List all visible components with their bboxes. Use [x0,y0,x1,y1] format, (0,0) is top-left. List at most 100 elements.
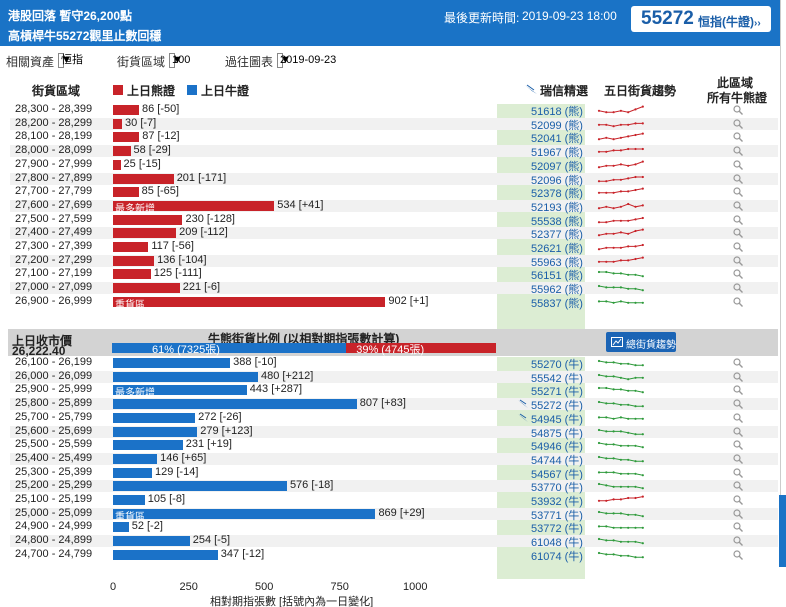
bull-bar[interactable] [113,481,287,492]
magnifier-icon[interactable] [733,105,743,115]
headline-primary[interactable]: 港股回落 暫守26,200點 [8,9,133,23]
bear-bar[interactable] [113,283,180,294]
asset-select[interactable]: 恒指 ▼ [58,53,83,68]
bear-bar[interactable] [113,173,174,184]
bull-bar[interactable] [113,495,145,505]
magnifier-icon[interactable] [733,550,743,560]
magnifier-icon[interactable] [733,495,743,505]
magnifier-icon[interactable] [733,399,743,410]
magnifier-icon[interactable] [733,119,743,129]
magnifier-icon[interactable] [733,440,743,451]
bull-bar[interactable] [113,358,231,368]
magnifier-icon[interactable] [733,201,743,211]
magnifier-icon[interactable] [733,187,743,198]
magnifier-icon[interactable] [733,522,743,533]
bull-bar[interactable] [113,426,198,437]
bear-bar[interactable] [113,118,123,129]
warrant-code-link[interactable]: 54567 (牛) [531,468,583,481]
warrant-code-link[interactable]: 54875 (牛) [531,427,583,440]
bear-bar[interactable] [113,132,140,143]
warrant-code-link[interactable]: 55272 (牛) [531,400,583,413]
warrant-code-link[interactable]: 52041 (熊) [531,133,583,146]
magnifier-icon[interactable] [733,297,743,307]
warrant-code-link[interactable]: 52377 (熊) [531,229,583,242]
warrant-code-link[interactable]: 61074 (牛) [531,550,583,563]
warrant-code-link[interactable]: 56151 (熊) [531,270,583,283]
bear-bar[interactable] [113,269,151,280]
magnifier-icon[interactable] [733,228,743,239]
magnifier-icon[interactable] [733,214,743,225]
magnifier-icon[interactable] [733,242,743,252]
bull-bar[interactable] [113,467,152,478]
warrant-code-link[interactable]: 55538 (熊) [531,215,583,228]
warrant-code-link[interactable]: 52096 (熊) [531,174,583,187]
bull-bar[interactable] [113,536,190,547]
magnifier-icon[interactable] [733,481,743,492]
magnifier-icon[interactable] [733,283,743,294]
warrant-code-link[interactable]: 51967 (熊) [531,147,583,160]
range-select[interactable]: 100 ▼ [169,53,190,68]
warrant-code-link[interactable]: 52378 (熊) [531,188,583,201]
bear-bar[interactable] [113,214,183,225]
warrant-code-link[interactable]: 52193 (熊) [531,201,583,214]
warrant-code-link[interactable]: 53770 (牛) [531,482,583,495]
bear-bar[interactable] [113,255,155,266]
warrant-code-link[interactable]: 55963 (熊) [531,256,583,269]
warrant-code-link[interactable]: 55270 (牛) [531,359,583,371]
warrant-code-link[interactable]: 55542 (牛) [531,372,583,385]
magnifier-icon[interactable] [733,454,743,464]
bear-bar[interactable]: 最多新增 [113,200,275,215]
magnifier-icon[interactable] [733,160,743,170]
bear-bar[interactable] [113,242,149,252]
trend-sparkline-point [641,459,644,463]
magnifier-icon[interactable] [733,385,743,396]
warrant-code-link[interactable]: 61048 (牛) [531,537,583,550]
warrant-code-link[interactable]: 51618 (熊) [531,106,583,118]
warrant-code-link[interactable]: 54945 (牛) [531,413,583,426]
magnifier-icon[interactable] [733,372,743,382]
magnifier-icon[interactable] [733,509,743,519]
magnifier-icon[interactable] [733,146,743,157]
featured-warrant-button[interactable]: 55272 恒指(牛證)›› [631,6,771,32]
magnifier-icon[interactable] [733,132,743,143]
bull-bar[interactable] [113,440,183,451]
headline-secondary[interactable]: 高槓桿牛55272觀里止數回穩 [8,29,162,43]
magnifier-icon[interactable] [733,536,743,547]
warrant-code-link[interactable]: 54744 (牛) [531,454,583,467]
warrant-code-link[interactable]: 55837 (熊) [531,297,583,310]
warrant-code-link[interactable]: 53771 (牛) [531,509,583,522]
total-trend-button[interactable]: 總街貨趨勢 [606,332,676,352]
bull-bar[interactable] [113,399,357,410]
magnifier-icon[interactable] [733,467,743,478]
warrant-code-link[interactable]: 53772 (牛) [531,523,583,536]
warrant-code-link[interactable]: 52621 (熊) [531,243,583,255]
ubs-pick-icon [518,413,528,422]
warrant-code-link[interactable]: 53932 (牛) [531,496,583,508]
warrant-code-link[interactable]: 52099 (熊) [531,119,583,132]
magnifier-icon[interactable] [733,173,743,184]
warrant-code-link[interactable]: 52097 (熊) [531,160,583,173]
bear-bar[interactable] [113,105,139,115]
warrant-code-link[interactable]: 54946 (牛) [531,441,583,454]
bear-bar[interactable] [113,146,131,157]
magnifier-icon[interactable] [733,269,743,280]
bull-bar[interactable] [113,522,129,533]
bull-bar[interactable]: 最多新增 [113,385,247,399]
bull-bar[interactable] [113,371,258,382]
warrant-code-link[interactable]: 55962 (熊) [531,284,583,297]
magnifier-icon[interactable] [733,256,743,266]
bull-bar[interactable] [113,549,218,560]
bear-bar[interactable]: 重貨區 [113,296,386,311]
side-panel-tab[interactable] [779,495,786,567]
magnifier-icon[interactable] [733,358,743,368]
magnifier-icon[interactable] [733,426,743,437]
history-date-select[interactable]: 2019-09-23 ▼ [277,53,336,68]
warrant-code-link[interactable]: 55271 (牛) [531,386,583,399]
bull-bar[interactable]: 重貨區 [113,508,376,523]
bull-bar[interactable] [113,412,196,423]
bear-bar[interactable] [113,159,121,170]
bear-bar[interactable] [113,228,177,239]
bear-bar[interactable] [113,187,139,198]
magnifier-icon[interactable] [733,413,743,423]
bull-bar[interactable] [113,453,158,464]
